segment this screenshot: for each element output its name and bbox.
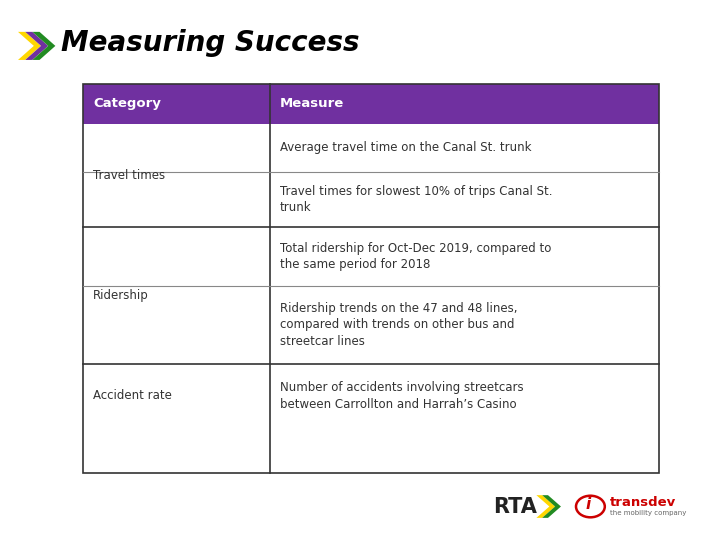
Polygon shape	[536, 495, 555, 518]
Bar	[83, 84, 659, 124]
Text: Category: Category	[93, 97, 161, 111]
Polygon shape	[542, 495, 561, 518]
Text: Total ridership for Oct-Dec 2019, compared to
the same period for 2018: Total ridership for Oct-Dec 2019, compar…	[280, 242, 552, 271]
Text: Number of accidents involving streetcars
between Carrollton and Harrah’s Casino: Number of accidents involving streetcars…	[280, 381, 523, 410]
Text: Measure: Measure	[280, 97, 344, 111]
Polygon shape	[18, 32, 41, 60]
Text: Ridership: Ridership	[93, 289, 148, 302]
Text: RTA: RTA	[493, 496, 537, 517]
Text: Accident rate: Accident rate	[93, 389, 172, 402]
Text: Travel times: Travel times	[93, 169, 165, 183]
Polygon shape	[25, 32, 48, 60]
Text: Average travel time on the Canal St. trunk: Average travel time on the Canal St. tru…	[280, 141, 531, 154]
Text: i: i	[585, 497, 591, 512]
Polygon shape	[32, 32, 55, 60]
Text: Travel times for slowest 10% of trips Canal St.
trunk: Travel times for slowest 10% of trips Ca…	[280, 185, 552, 214]
Text: Ridership trends on the 47 and 48 lines,
compared with trends on other bus and
s: Ridership trends on the 47 and 48 lines,…	[280, 302, 518, 348]
Text: transdev: transdev	[610, 496, 676, 509]
Text: the mobility company: the mobility company	[610, 510, 686, 516]
Text: Measuring Success: Measuring Success	[61, 29, 360, 57]
